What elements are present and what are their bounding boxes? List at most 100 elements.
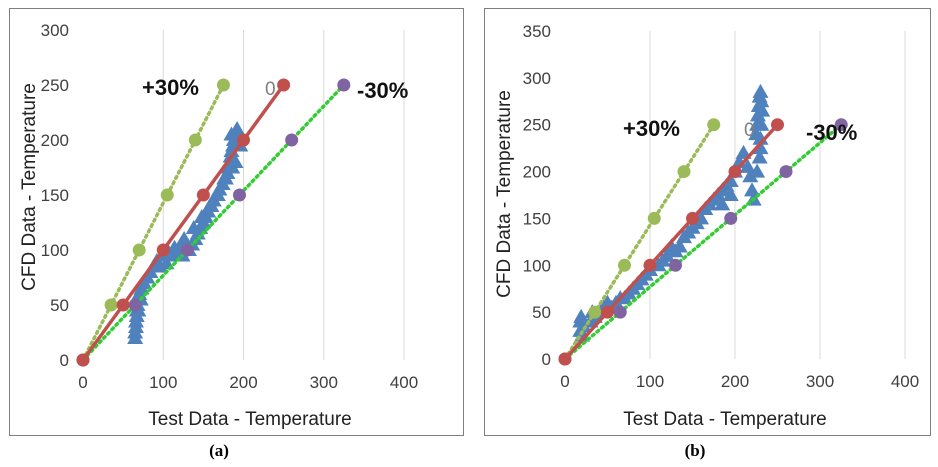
x-tick-label-a: 400 <box>390 373 418 392</box>
minus30-line-b <box>563 122 843 361</box>
measured-point-b <box>671 238 688 253</box>
measured-point-b <box>659 247 675 262</box>
measured-point-a <box>209 187 226 201</box>
y-tick-label-b: 150 <box>523 209 551 228</box>
x-tick-label-a: 0 <box>78 373 87 392</box>
plus30-marker-b <box>618 258 631 272</box>
zero-line-a <box>81 83 286 362</box>
measured-point-a <box>166 239 183 254</box>
y-tick-label-b: 250 <box>523 116 551 135</box>
measured-point-a <box>201 198 218 212</box>
minus30-marker-b <box>669 258 682 272</box>
y-tick-label-b: 350 <box>523 22 551 41</box>
minus30-marker-b <box>724 211 738 225</box>
measured-point-b <box>744 182 760 197</box>
measured-point-a <box>223 126 240 141</box>
y-tick-label-b: 200 <box>523 163 551 182</box>
zero-marker-b <box>601 305 614 319</box>
minus30-marker-a <box>285 133 299 147</box>
y-tick-label-b: 50 <box>532 303 551 322</box>
minus30-marker-a <box>337 78 351 92</box>
measured-point-a <box>224 159 241 174</box>
zero-marker-a <box>156 243 170 257</box>
x-tick-label-b: 100 <box>636 372 664 391</box>
measured-point-b <box>714 196 731 211</box>
chart-a-svg: 0 100 200 300 400 0 50 100 150 200 250 300 Test Data… <box>19 21 418 430</box>
x-tick-label-a: 100 <box>149 373 177 392</box>
chart-panel-b: 0 100 200 300 400 0 50 100 150 200 250 300 350 Test D… <box>484 8 931 436</box>
y-axis-title-a: CFD Data - Temperature <box>19 83 40 291</box>
measured-point-b <box>739 158 756 173</box>
x-axis-title-b: Test Data - Temperature <box>623 409 826 430</box>
zero-marker-b <box>771 118 784 132</box>
annotation-minus30-b: -30% <box>806 120 857 145</box>
y-tick-label-b: 300 <box>523 69 551 88</box>
minus30-marker-a <box>128 298 142 312</box>
caption-a: (a) <box>209 441 229 460</box>
plus30-line-b <box>563 122 716 361</box>
zero-marker-a <box>116 298 130 312</box>
zero-marker-b <box>643 258 657 272</box>
plus30-line-a <box>81 83 226 362</box>
measured-point-b <box>742 168 759 183</box>
plus30-marker-b <box>707 118 721 132</box>
x-axis-title-a: Test Data - Temperature <box>148 409 351 430</box>
annotation-plus30-a: +30% <box>142 75 199 100</box>
y-tick-label-b: 0 <box>542 350 551 369</box>
plus30-marker-b <box>588 305 602 319</box>
chart-panel-a: 0 100 200 300 400 0 50 100 150 200 250 300 Test Data… <box>9 8 464 436</box>
annotation-plus30-b: +30% <box>623 116 680 141</box>
zero-marker-a <box>277 78 291 92</box>
measured-point-b <box>751 149 768 164</box>
y-tick-label-a: 100 <box>41 241 69 260</box>
minus30-marker-b <box>613 305 627 319</box>
measured-point-b <box>749 163 766 178</box>
y-axis-title-b: CFD Data - Temperature <box>494 90 515 298</box>
y-tick-label-a: 150 <box>41 186 69 205</box>
zero-marker-b <box>558 352 572 366</box>
measured-point-b <box>752 83 769 98</box>
plus30-marker-a <box>188 133 202 147</box>
measured-point-b <box>575 318 592 333</box>
x-tick-label-a: 300 <box>310 373 338 392</box>
measured-point-b <box>752 140 769 155</box>
plus30-marker-a <box>216 78 230 92</box>
measured-point-b <box>753 116 770 131</box>
annotation-minus30-a: -30% <box>357 78 408 103</box>
minus30-line-a <box>81 83 346 362</box>
minus30-marker-b <box>834 118 848 132</box>
y-tick-label-a: 200 <box>41 131 69 150</box>
x-tick-label-b: 200 <box>721 372 749 391</box>
y-tick-label-a: 300 <box>41 21 69 40</box>
y-tick-label-a: 0 <box>60 351 69 370</box>
measured-point-a <box>193 209 210 223</box>
measured-point-b <box>754 102 771 117</box>
x-tick-label-b: 300 <box>806 372 834 391</box>
zero-marker-b <box>686 211 699 225</box>
annotation-zero-b: 0 <box>744 120 755 141</box>
y-tick-label-a: 250 <box>41 76 69 95</box>
measured-point-b <box>722 187 739 201</box>
y-tick-label-b: 100 <box>523 256 551 275</box>
plus30-marker-a <box>104 298 118 312</box>
minus30-marker-b <box>779 165 793 179</box>
measured-point-b <box>722 172 739 187</box>
zero-marker-a <box>237 133 250 147</box>
measured-point-b <box>753 93 770 108</box>
annotation-zero-a: 0 <box>265 79 276 100</box>
zero-marker-a <box>76 353 90 367</box>
x-tick-label-a: 200 <box>229 373 257 392</box>
x-tick-label-b: 400 <box>891 372 919 391</box>
x-tick-label-b: 0 <box>560 372 569 391</box>
minus30-marker-a <box>180 243 194 257</box>
plus30-marker-a <box>160 188 174 202</box>
chart-b-svg: 0 100 200 300 400 0 50 100 150 200 250 300 350 Test D… <box>494 22 919 430</box>
y-tick-label-a: 50 <box>50 296 69 315</box>
measured-point-a <box>176 231 193 245</box>
caption-b: (b) <box>684 441 706 460</box>
zero-marker-a <box>196 188 210 202</box>
zero-line-b <box>563 123 779 361</box>
measured-point-b <box>573 308 590 323</box>
measured-point-a <box>216 170 233 185</box>
minus30-marker-a <box>232 188 246 202</box>
